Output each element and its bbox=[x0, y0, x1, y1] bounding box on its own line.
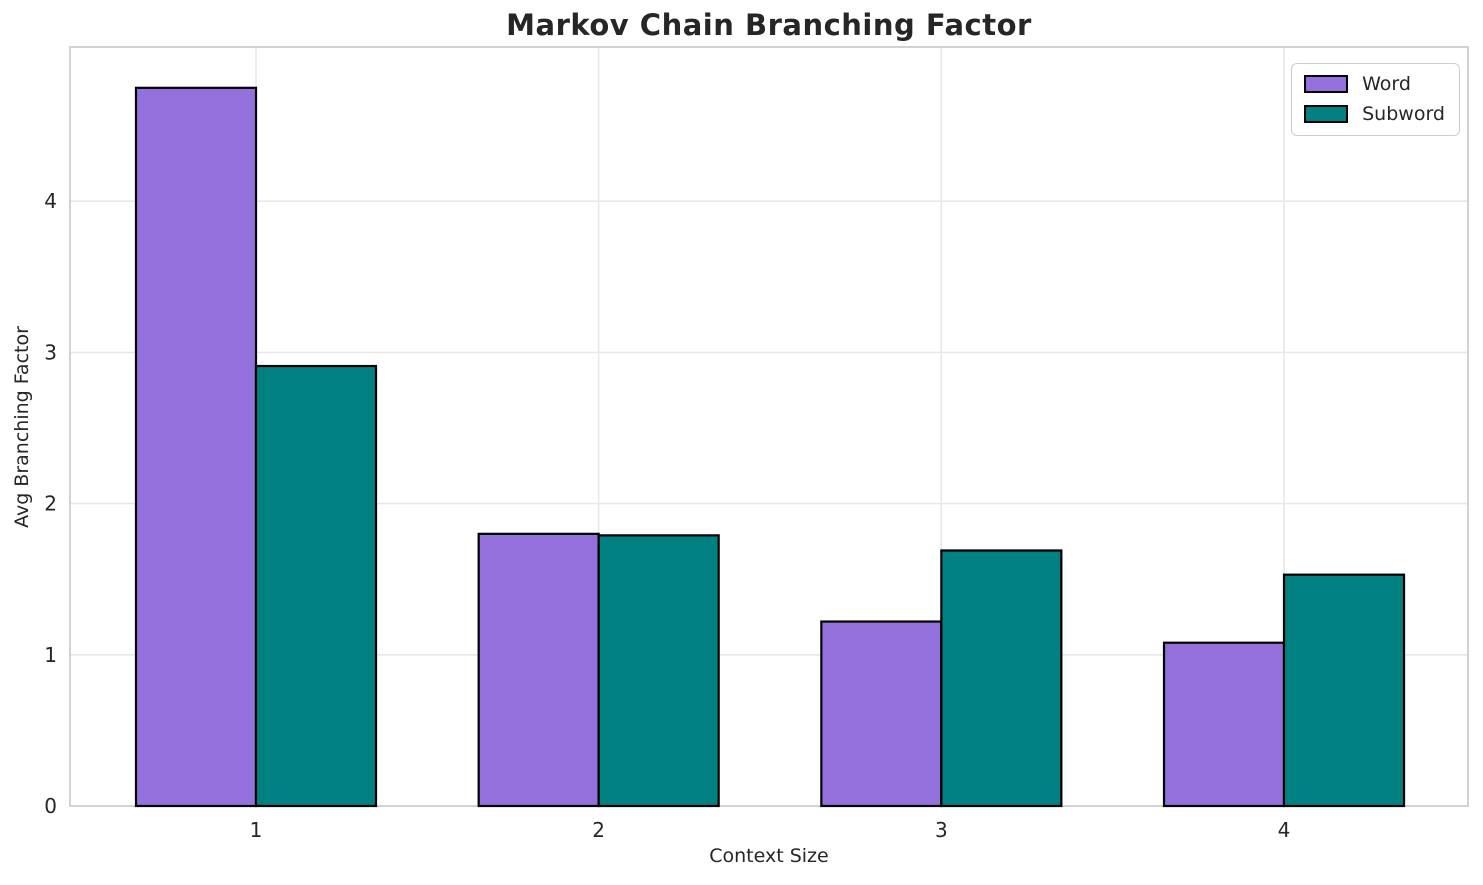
legend-label-subword: Subword bbox=[1362, 102, 1445, 125]
bar-subword-2 bbox=[597, 534, 720, 808]
x-axis-label: Context Size bbox=[709, 845, 829, 867]
x-tick-label: 4 bbox=[1278, 818, 1291, 842]
bar-word-2 bbox=[477, 532, 600, 808]
plot-spines bbox=[69, 46, 1469, 807]
y-tick-label: 0 bbox=[44, 794, 57, 818]
legend-item-word: Word bbox=[1304, 74, 1445, 95]
bar-subword-3 bbox=[940, 549, 1063, 808]
y-axis-label: Avg Branching Factor bbox=[11, 326, 33, 528]
x-tick-label: 2 bbox=[592, 818, 605, 842]
bar-word-4 bbox=[1162, 641, 1286, 808]
word-swatch-icon bbox=[1304, 75, 1349, 94]
subword-swatch-icon bbox=[1304, 105, 1349, 124]
x-tick-label: 3 bbox=[935, 818, 948, 842]
legend-label-word: Word bbox=[1362, 73, 1411, 95]
y-tick-label: 3 bbox=[44, 340, 57, 364]
y-tick-label: 2 bbox=[44, 492, 57, 516]
x-tick-label: 1 bbox=[250, 818, 263, 842]
legend-item-subword: Subword bbox=[1304, 102, 1445, 125]
bar-word-3 bbox=[820, 620, 943, 808]
legend: Word Subword bbox=[1291, 63, 1460, 136]
bar-subword-4 bbox=[1282, 573, 1406, 808]
y-tick-label: 1 bbox=[44, 643, 57, 667]
bar-subword-1 bbox=[254, 364, 378, 808]
y-tick-label: 4 bbox=[44, 189, 57, 213]
bar-word-1 bbox=[134, 86, 258, 808]
chart-title: Markov Chain Branching Factor bbox=[506, 8, 1032, 42]
